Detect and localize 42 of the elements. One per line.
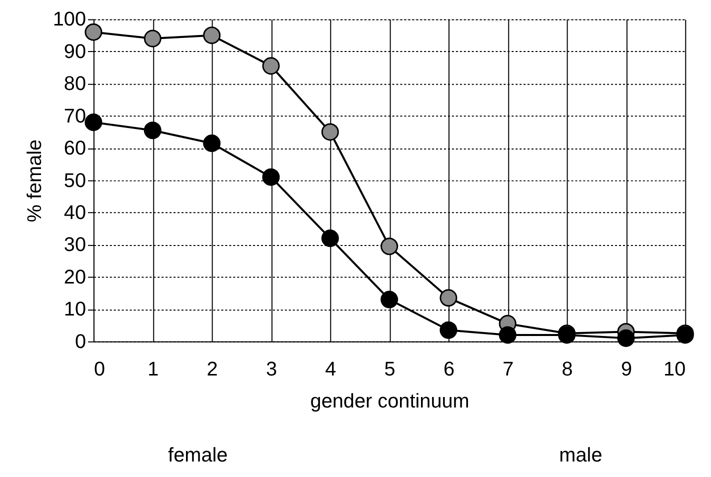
y-tick-label: 30 — [64, 234, 86, 256]
x-tick-label: 3 — [266, 358, 278, 381]
y-tick-label: 10 — [64, 298, 86, 321]
text: female — [168, 444, 228, 467]
x-tick-label: 4 — [325, 358, 336, 381]
y-tick-label: 40 — [64, 202, 86, 224]
y-tick-label: 90 — [64, 40, 86, 63]
point — [262, 57, 280, 75]
x-tick-label: 6 — [443, 358, 455, 381]
y-tick-label: 60 — [64, 138, 86, 160]
point — [84, 23, 102, 41]
x-axis-title: gender continuum — [310, 390, 470, 413]
point — [440, 321, 458, 339]
point — [321, 123, 339, 141]
x-tick-label: 8 — [562, 358, 573, 381]
point — [203, 134, 221, 152]
point — [321, 230, 339, 248]
text: male — [559, 444, 602, 467]
y-tick-label: 20 — [64, 266, 86, 288]
x-tick-label: 5 — [384, 358, 396, 381]
x-tick-label: 10 — [664, 358, 686, 381]
x-tick-label: 2 — [206, 358, 218, 381]
point — [380, 238, 398, 256]
y-tick-label: 70 — [64, 105, 86, 128]
point — [144, 122, 162, 140]
point — [498, 326, 516, 344]
y-tick-label: 100 — [52, 8, 86, 31]
point — [440, 289, 458, 307]
y-tick-label: 80 — [64, 73, 86, 96]
y-tick-label: 50 — [64, 170, 86, 192]
x-tick-label: 1 — [148, 358, 159, 381]
point — [84, 114, 102, 132]
x-tick-label: 0 — [94, 358, 106, 381]
point — [203, 26, 221, 44]
point — [617, 329, 635, 347]
y-axis-title: % female — [24, 139, 46, 222]
point — [262, 168, 280, 186]
y-tick-label: 0 — [74, 330, 86, 353]
point — [144, 30, 162, 48]
x-tick-label: 9 — [620, 358, 632, 381]
x-tick-label: 7 — [502, 358, 514, 381]
point — [380, 290, 398, 308]
